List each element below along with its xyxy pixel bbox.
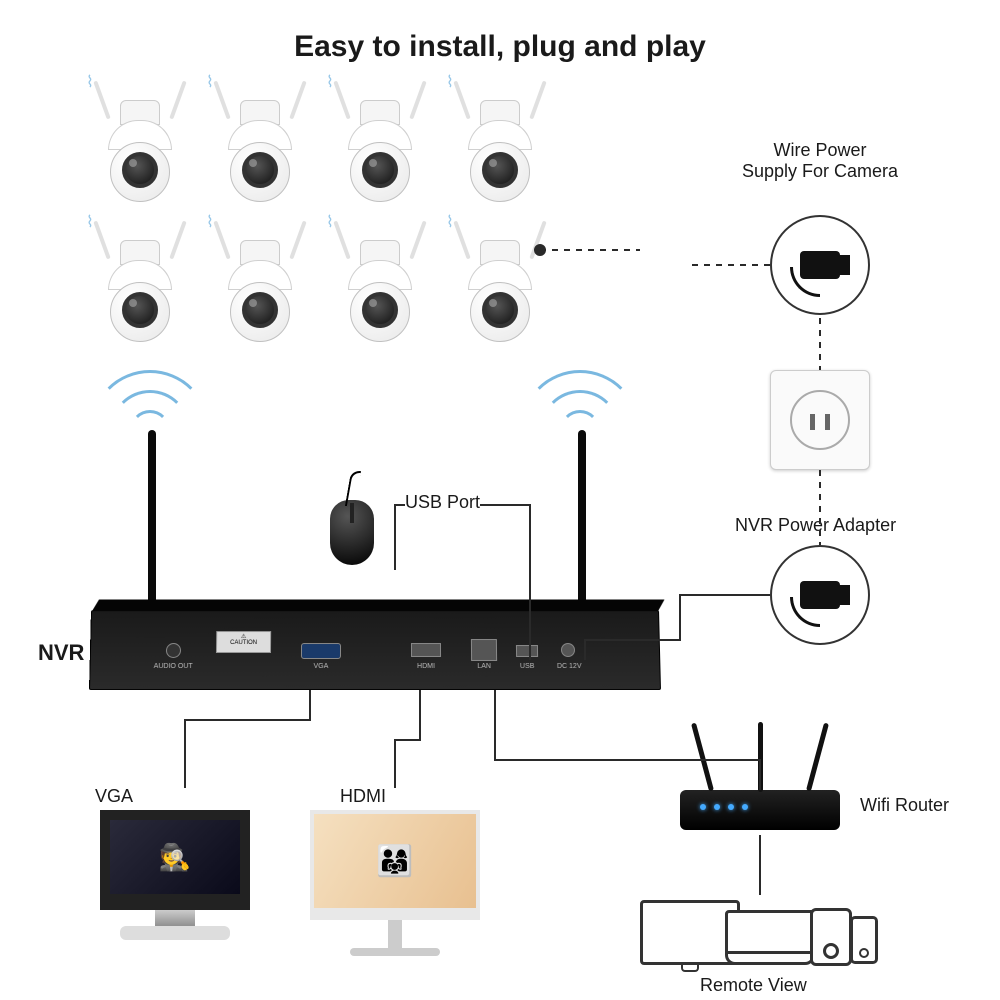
camera-icon: ⌇ [330, 90, 430, 220]
camera-icon: ⌇ [450, 90, 550, 220]
port-label: AUDIO OUT [151, 663, 196, 670]
remote-devices-icon [640, 900, 880, 970]
wifi-router-label: Wifi Router [860, 795, 949, 816]
camera-icon: ⌇ [210, 90, 310, 220]
caution-label-icon: ⚠CAUTION [216, 631, 271, 653]
port-label: HDMI [406, 663, 446, 670]
camera-grid: ⌇ ⌇ ⌇ ⌇ ⌇ ⌇ ⌇ ⌇ [90, 90, 550, 360]
port-label: LAN [467, 663, 501, 670]
hdmi-monitor-icon: 👨‍👩‍👧 [310, 810, 480, 956]
power-adapter-icon [770, 215, 870, 315]
power-adapter-icon [770, 545, 870, 645]
port-label: VGA [301, 663, 341, 670]
vga-monitor-icon: 🕵️ [100, 810, 250, 940]
hdmi-label: HDMI [340, 786, 386, 807]
nvr-antenna-icon [148, 430, 156, 620]
wire-power-label: Wire Power Supply For Camera [730, 140, 910, 182]
camera-icon: ⌇ [90, 230, 190, 360]
vga-label: VGA [95, 786, 133, 807]
nvr-adapter-label: NVR Power Adapter [735, 515, 896, 536]
usb-port-label: USB Port [405, 492, 480, 513]
wifi-router-icon [680, 790, 840, 830]
nvr-device-icon: AUDIO OUT ⚠CAUTION VGA HDMI LAN USB DC 1… [89, 610, 661, 690]
nvr-label: NVR [38, 640, 84, 666]
wall-outlet-icon [770, 370, 870, 470]
remote-view-label: Remote View [700, 975, 807, 996]
port-label: DC 12V [549, 663, 589, 670]
camera-icon: ⌇ [90, 90, 190, 220]
camera-icon: ⌇ [210, 230, 310, 360]
page-title: Easy to install, plug and play [0, 30, 1000, 64]
camera-icon: ⌇ [450, 230, 550, 360]
camera-icon: ⌇ [330, 230, 430, 360]
nvr-antenna-icon [578, 430, 586, 620]
mouse-icon [330, 500, 374, 565]
port-label: USB [511, 663, 543, 670]
